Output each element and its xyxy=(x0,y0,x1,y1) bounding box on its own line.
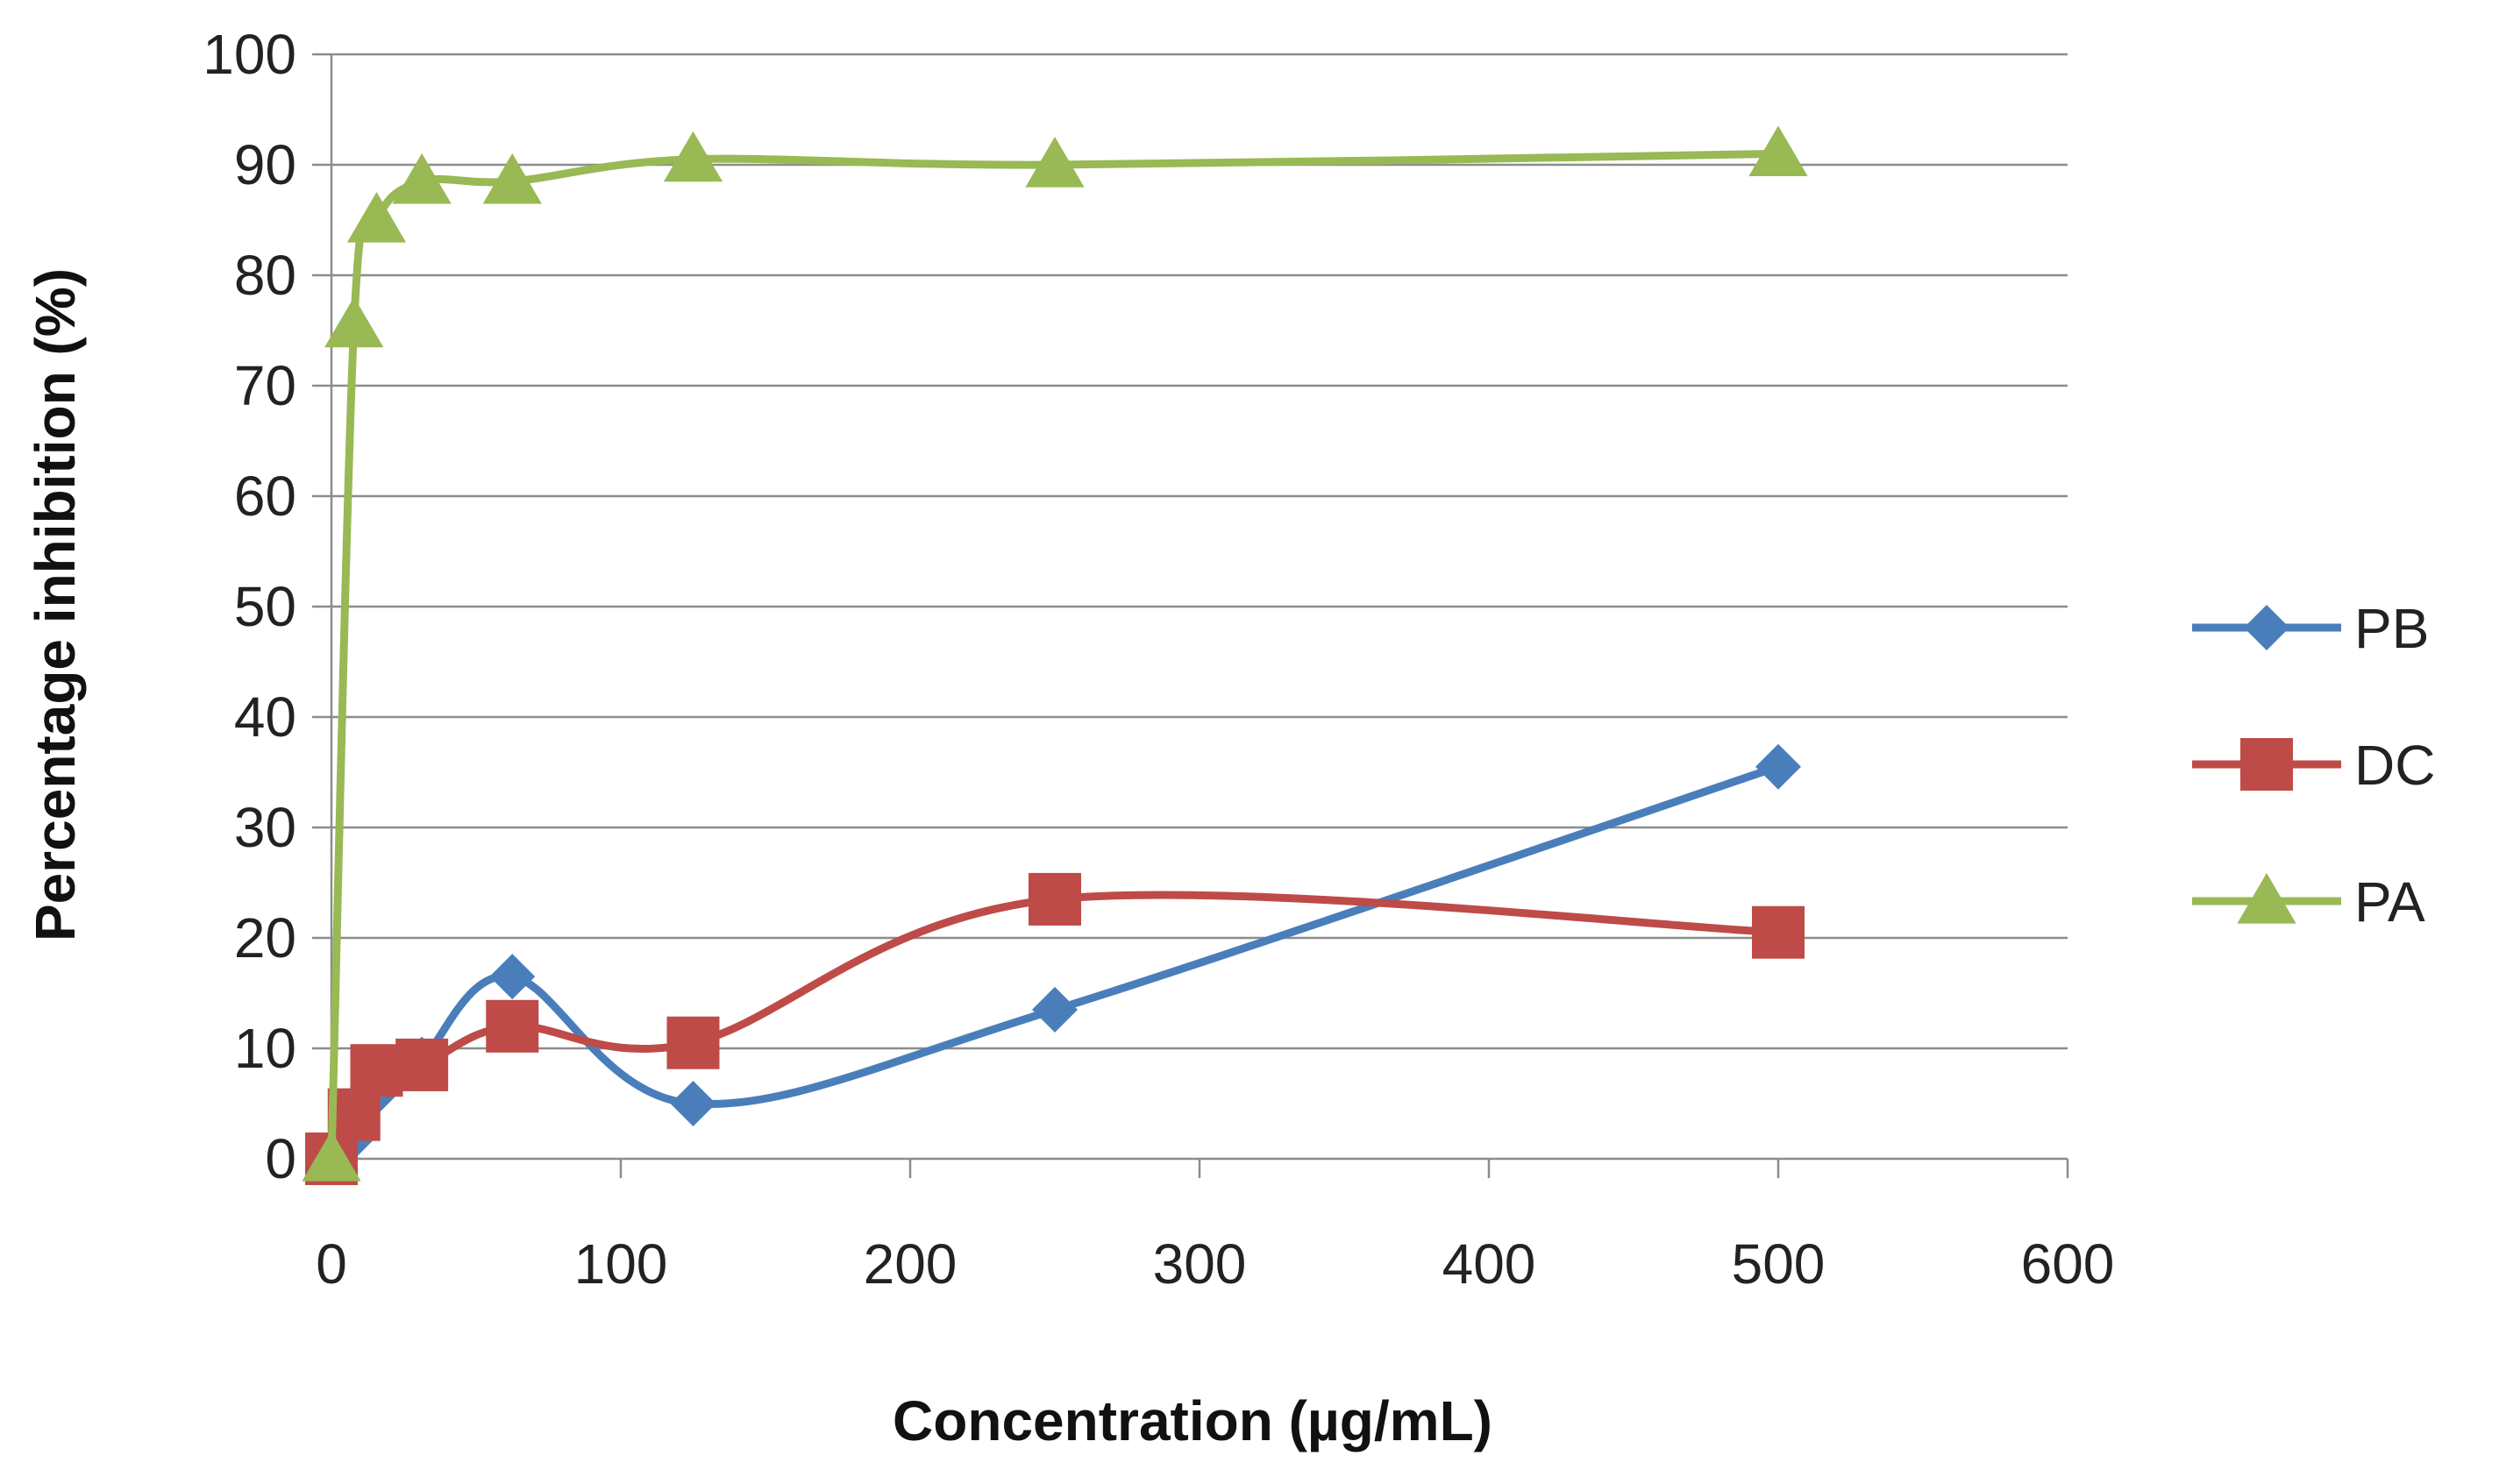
y-tick-label: 70 xyxy=(234,354,296,417)
data-point-pb xyxy=(1032,986,1078,1033)
data-point-pb xyxy=(489,954,536,1000)
series-pb xyxy=(309,743,1801,1182)
series-line-pb xyxy=(327,763,1783,1163)
y-tick-labels: 0 10 20 30 40 50 60 70 80 90 100 xyxy=(203,23,296,1190)
data-point-pa xyxy=(1748,125,1808,176)
data-point-pb xyxy=(670,1081,716,1126)
series-pa xyxy=(302,125,1808,1182)
x-tick-label: 0 xyxy=(316,1232,347,1296)
x-tick-label: 600 xyxy=(2021,1232,2115,1296)
y-tick-label: 40 xyxy=(234,685,296,749)
data-point-dc xyxy=(395,1038,449,1091)
data-point-dc xyxy=(1752,905,1805,959)
y-tick-label: 60 xyxy=(234,465,296,528)
legend-label-pa: PA xyxy=(2354,870,2425,934)
y-tick-label: 10 xyxy=(234,1017,296,1080)
x-tick-labels: 0 100 200 300 400 500 600 xyxy=(316,1232,2114,1296)
y-tick-label: 0 xyxy=(265,1127,296,1190)
data-point-pa xyxy=(663,131,723,182)
legend-item-dc: DC xyxy=(2192,734,2435,797)
gridlines xyxy=(331,53,2068,1050)
data-point-dc xyxy=(350,1044,403,1097)
data-point-pa xyxy=(482,153,542,204)
y-tick-label: 80 xyxy=(234,244,296,307)
data-point-pa xyxy=(392,153,452,204)
data-point-pb xyxy=(1755,743,1801,790)
data-point-pa xyxy=(302,1131,361,1182)
y-tick-label: 50 xyxy=(234,575,296,638)
data-point-pa xyxy=(324,296,384,348)
data-point-pa xyxy=(1025,137,1085,188)
y-tick-label: 30 xyxy=(234,796,296,859)
x-tick-label: 500 xyxy=(1732,1232,1826,1296)
y-tick-label: 90 xyxy=(234,133,296,196)
legend-item-pb: PB xyxy=(2192,597,2429,660)
y-axis-title: Percentage inhibition (%) xyxy=(24,268,87,941)
data-point-dc xyxy=(486,999,539,1053)
y-tick-label: 100 xyxy=(203,23,296,86)
x-tick-label: 300 xyxy=(1153,1232,1247,1296)
legend-label-dc: DC xyxy=(2354,734,2435,797)
series-line-pa xyxy=(327,149,1783,1163)
y-tick-label: 20 xyxy=(234,906,296,969)
x-tick-label: 400 xyxy=(1442,1232,1536,1296)
x-axis-title: Concentration (µg/mL) xyxy=(893,1389,1492,1452)
legend: PB DC PA xyxy=(2192,597,2435,934)
legend-label-pb: PB xyxy=(2354,597,2429,660)
x-tick-label: 100 xyxy=(574,1232,668,1296)
legend-item-pa: PA xyxy=(2192,870,2425,934)
axes xyxy=(312,53,2069,1178)
data-point-dc xyxy=(666,1016,720,1069)
legend-marker-pb xyxy=(2244,605,2289,650)
data-point-pa xyxy=(346,192,407,243)
series-group xyxy=(302,125,1808,1185)
legend-marker-dc xyxy=(2240,738,2293,791)
legend-marker-pa xyxy=(2237,873,2296,924)
data-point-dc xyxy=(1029,872,1081,926)
x-tick-label: 200 xyxy=(864,1232,958,1296)
